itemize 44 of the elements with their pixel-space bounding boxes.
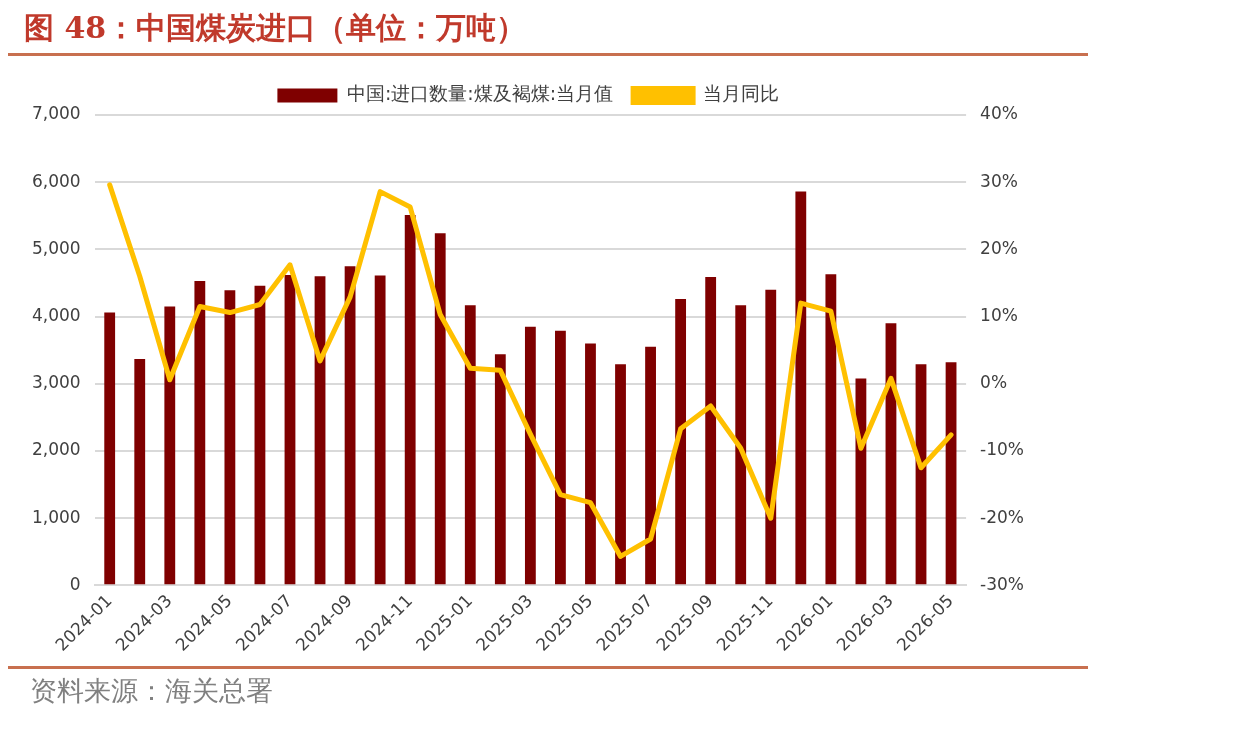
bar <box>374 275 386 585</box>
y2-tick-label: 20% <box>980 237 1018 258</box>
bar <box>555 330 566 585</box>
y2-tick-label: 40% <box>980 103 1018 124</box>
bar <box>164 306 176 585</box>
y-tick-label: 7,000 <box>32 103 81 124</box>
bar <box>795 191 807 585</box>
bar <box>494 354 506 585</box>
bar <box>134 358 146 585</box>
bar <box>224 290 236 585</box>
y-tick-label: 6,000 <box>32 170 81 191</box>
bar <box>765 289 777 585</box>
legend-label: 中国:进口数量:煤及褐煤:当月值 <box>346 82 614 105</box>
bar <box>945 362 957 585</box>
y-tick-label: 0 <box>69 573 81 594</box>
bar <box>434 233 446 585</box>
bar <box>194 280 206 585</box>
bar <box>585 343 596 585</box>
y2-tick-label: 10% <box>980 305 1018 325</box>
legend-label: 当月同比 <box>702 82 779 105</box>
y2-tick-label: -30% <box>980 573 1024 594</box>
bar <box>284 274 296 585</box>
bar <box>104 312 116 585</box>
bar <box>524 326 536 585</box>
y2-tick-label: -20% <box>980 506 1024 527</box>
bar <box>645 346 656 585</box>
y2-tick-label: 0% <box>980 372 1008 393</box>
bar <box>615 364 626 585</box>
bar <box>735 305 747 585</box>
bar <box>464 305 476 585</box>
y-tick-label: 2,000 <box>32 439 81 460</box>
bar <box>254 285 266 585</box>
bar <box>705 276 717 585</box>
chart-title: 图 48：中国煤炭进口（单位：万吨） <box>8 8 1088 56</box>
y-tick-label: 1,000 <box>32 506 81 527</box>
y-tick-label: 4,000 <box>32 305 81 325</box>
bar <box>825 274 837 585</box>
y-tick-label: 3,000 <box>32 372 81 393</box>
y2-tick-label: -10% <box>980 439 1024 460</box>
bar <box>404 215 416 585</box>
text: 资料来源：海关总署 <box>8 669 1088 709</box>
y2-tick-label: 30% <box>980 170 1018 191</box>
y-tick-label: 5,000 <box>32 237 81 258</box>
bar <box>675 299 687 585</box>
